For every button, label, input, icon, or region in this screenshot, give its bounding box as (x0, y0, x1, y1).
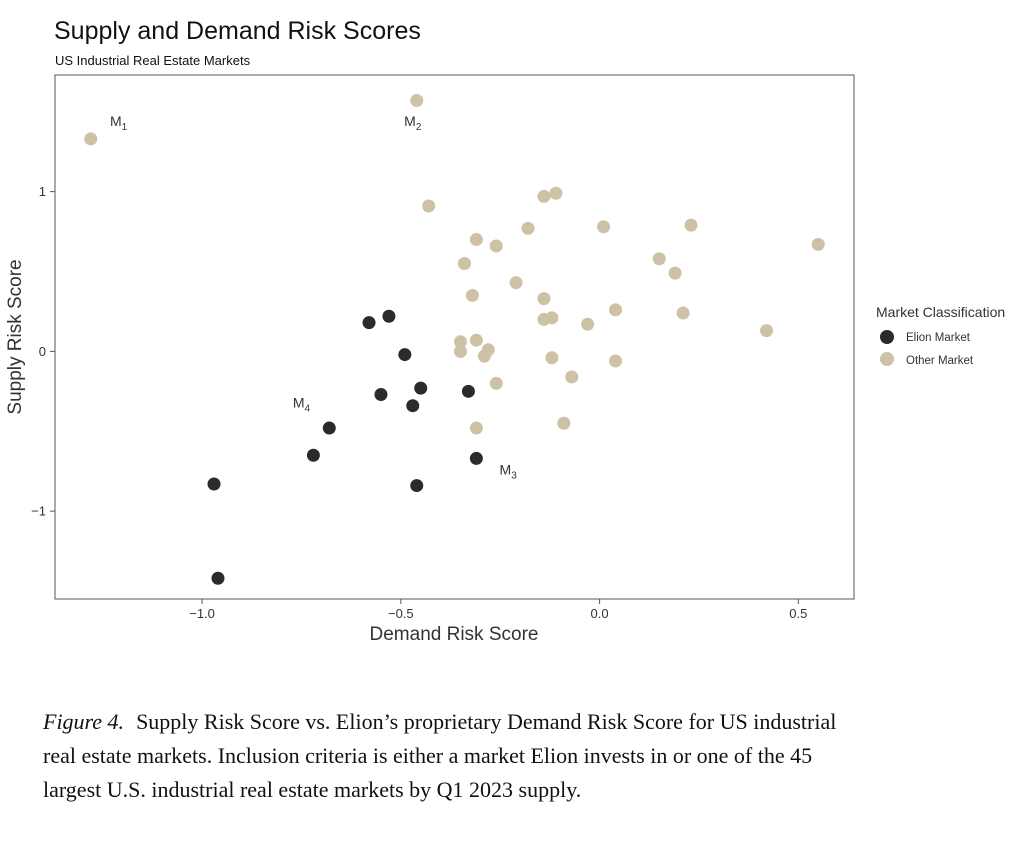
x-axis-label: Demand Risk Score (370, 624, 539, 645)
legend-swatch-elion (880, 330, 894, 344)
legend-title: Market Classification (876, 304, 1005, 320)
chart-title: Supply and Demand Risk Scores (54, 17, 421, 45)
data-points (84, 94, 825, 585)
axis-ticks: −1.0 −0.5 0.0 0.5 −1 0 1 (31, 184, 807, 621)
point-elion-market (469, 451, 483, 465)
point-elion-market (410, 479, 424, 493)
point-other-market (410, 94, 424, 108)
point-other-market (457, 257, 471, 271)
annotation-label: M4 (293, 394, 311, 414)
figure-label: Figure 4. (43, 709, 125, 734)
point-other-market (608, 354, 622, 368)
point-other-market (469, 421, 483, 435)
point-other-market (676, 306, 690, 320)
point-other-market (489, 376, 503, 390)
point-other-market (565, 370, 579, 384)
point-other-market (537, 189, 551, 203)
point-elion-market (382, 309, 396, 323)
x-tick-label: 0.5 (789, 606, 807, 621)
plot-panel (54, 74, 855, 600)
point-other-market (608, 303, 622, 317)
legend-label-elion: Elion Market (906, 332, 971, 344)
point-elion-market (461, 384, 475, 398)
point-elion-market (362, 316, 376, 330)
point-other-market (521, 221, 535, 235)
point-other-market (481, 343, 495, 357)
point-elion-market (374, 388, 388, 402)
point-other-market (453, 335, 467, 349)
point-elion-market (211, 571, 225, 585)
x-tick-label: −0.5 (388, 606, 414, 621)
legend: Market Classification Elion Market Other… (876, 304, 1005, 367)
point-other-market (469, 333, 483, 347)
point-annotations: M1 M2 M3 M4 (110, 113, 517, 481)
point-elion-market (306, 448, 320, 462)
point-other-market (557, 416, 571, 430)
point-other-market (581, 317, 595, 331)
point-other-market (684, 218, 698, 232)
legend-label-other: Other Market (906, 355, 974, 367)
chart-subtitle: US Industrial Real Estate Markets (55, 53, 251, 68)
annotation-label: M3 (500, 461, 518, 481)
point-other-market (549, 186, 563, 200)
point-elion-market (398, 348, 412, 362)
y-tick-label: 0 (39, 344, 46, 359)
annotation-label: M1 (110, 113, 128, 133)
y-tick-label: −1 (31, 504, 46, 519)
point-other-market (597, 220, 611, 234)
caption-text: Supply Risk Score vs. Elion’s proprietar… (43, 709, 837, 802)
point-other-market (537, 292, 551, 306)
annotation-label: M2 (404, 113, 422, 133)
point-elion-market (207, 477, 221, 491)
point-other-market (422, 199, 436, 213)
point-other-market (509, 276, 523, 290)
point-other-market (84, 132, 98, 146)
y-tick-label: 1 (39, 184, 46, 199)
x-tick-label: 0.0 (591, 606, 609, 621)
point-other-market (652, 252, 666, 266)
point-elion-market (406, 399, 420, 413)
point-other-market (668, 266, 682, 280)
point-other-market (465, 288, 479, 302)
point-other-market (453, 344, 467, 358)
point-other-market (545, 351, 559, 365)
x-tick-label: −1.0 (189, 606, 215, 621)
point-other-market (545, 311, 559, 325)
point-elion-market (414, 381, 428, 395)
legend-swatch-other (880, 352, 894, 366)
y-axis-label: Supply Risk Score (5, 259, 26, 414)
point-elion-market (322, 421, 336, 435)
scatter-chart: −1.0 −0.5 0.0 0.5 −1 0 1 M1 M2 M3 M4 Demand Risk … (5, 74, 1005, 645)
point-other-market (760, 324, 774, 338)
point-other-market (489, 239, 503, 253)
figure-caption: Figure 4. Supply Risk Score vs. Elion’s p… (43, 705, 863, 807)
point-other-market (811, 237, 825, 251)
point-other-market (469, 233, 483, 247)
